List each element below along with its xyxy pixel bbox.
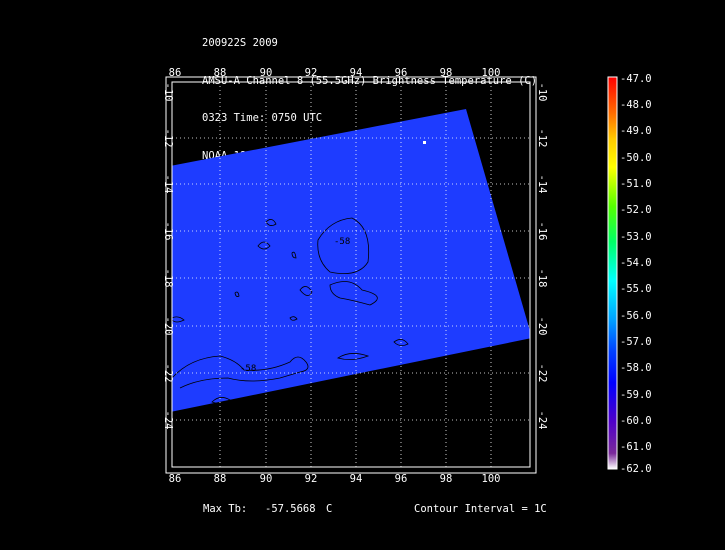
colorbar-label: -58.0 bbox=[620, 362, 652, 374]
swath-layer: -58 -58 bbox=[172, 109, 530, 412]
lon-tick-label: 88 bbox=[214, 67, 227, 79]
lon-tick-label: 98 bbox=[440, 473, 453, 485]
contour-line bbox=[257, 241, 271, 250]
lat-tick-label: -12 bbox=[162, 129, 174, 148]
max-tb-marker bbox=[423, 141, 426, 144]
map-gridlines bbox=[172, 82, 530, 467]
lon-tick-label: 86 bbox=[169, 473, 182, 485]
map-outer-frame bbox=[165, 76, 537, 474]
contour-line bbox=[289, 316, 298, 321]
lon-ticks-bottom: 86 88 90 92 94 96 98 100 bbox=[169, 473, 501, 485]
colorbar-label: -60.0 bbox=[620, 415, 652, 427]
colorbar-label: -61.0 bbox=[620, 441, 652, 453]
colorbar-label: -55.0 bbox=[620, 283, 652, 295]
contour-line bbox=[172, 355, 309, 389]
lat-tick-label: -20 bbox=[162, 317, 174, 336]
lat-tick-label: -16 bbox=[536, 222, 548, 241]
contour-line bbox=[317, 217, 370, 275]
lon-tick-label: 90 bbox=[260, 67, 273, 79]
max-tb-unit: C bbox=[326, 503, 333, 515]
contour-line bbox=[337, 353, 370, 360]
lon-tick-label: 94 bbox=[350, 473, 363, 485]
map-inner-frame bbox=[171, 81, 531, 468]
colorbar bbox=[607, 76, 618, 470]
header-line-3: 0323 Time: 0750 UTC bbox=[202, 112, 323, 124]
contour-label: -58 bbox=[334, 237, 350, 247]
lon-tick-label: 88 bbox=[214, 473, 227, 485]
colorbar-label: -56.0 bbox=[620, 310, 652, 322]
lat-tick-label: -24 bbox=[536, 411, 548, 430]
max-tb-label: Max Tb: bbox=[203, 503, 248, 515]
contour-line bbox=[329, 281, 378, 306]
contour-line bbox=[291, 251, 297, 259]
lon-tick-label: 100 bbox=[482, 67, 501, 79]
contour-line bbox=[393, 339, 409, 346]
colorbar-label: -48.0 bbox=[620, 99, 652, 111]
contour-line bbox=[299, 286, 313, 296]
lon-tick-label: 96 bbox=[395, 473, 408, 485]
contour-line bbox=[265, 219, 277, 226]
contour-line bbox=[234, 291, 240, 297]
lat-tick-label: -10 bbox=[162, 83, 174, 102]
colorbar-label: -52.0 bbox=[620, 204, 652, 216]
lat-tick-label: -18 bbox=[536, 269, 548, 288]
lat-tick-label: -22 bbox=[536, 364, 548, 383]
lat-ticks-right: -10 -12 -14 -16 -18 -20 -22 -24 bbox=[536, 83, 548, 430]
lat-ticks-left: -10 -12 -14 -16 -18 -20 -22 -24 bbox=[162, 83, 174, 430]
lat-tick-label: -14 bbox=[536, 175, 548, 194]
lat-tick-label: -14 bbox=[162, 175, 174, 194]
colorbar-label: -47.0 bbox=[620, 73, 652, 85]
lat-tick-label: -22 bbox=[162, 364, 174, 383]
lon-ticks-top: 86 88 90 92 94 96 98 100 bbox=[169, 67, 501, 79]
colorbar-label: -54.0 bbox=[620, 257, 652, 269]
lon-tick-label: 90 bbox=[260, 473, 273, 485]
lat-tick-label: -10 bbox=[536, 83, 548, 102]
contour-interval: Contour Interval = 1C bbox=[414, 503, 547, 515]
lon-tick-label: 92 bbox=[305, 473, 318, 485]
colorbar-label: -50.0 bbox=[620, 152, 652, 164]
lat-tick-label: -12 bbox=[536, 129, 548, 148]
lon-tick-label: 96 bbox=[395, 67, 408, 79]
header-line-1: 200922S 2009 bbox=[202, 37, 278, 49]
contour-line bbox=[211, 397, 231, 404]
contour-label: -58 bbox=[240, 364, 256, 374]
colorbar-labels: -47.0 -48.0 -49.0 -50.0 -51.0 -52.0 -53.… bbox=[620, 73, 652, 475]
colorbar-label: -62.0 bbox=[620, 463, 652, 475]
colorbar-label: -49.0 bbox=[620, 125, 652, 137]
lon-tick-label: 98 bbox=[440, 67, 453, 79]
colorbar-label: -53.0 bbox=[620, 231, 652, 243]
lon-tick-label: 86 bbox=[169, 67, 182, 79]
lat-tick-label: -24 bbox=[162, 411, 174, 430]
lon-tick-label: 92 bbox=[305, 67, 318, 79]
contour-line bbox=[172, 316, 185, 323]
lat-tick-label: -18 bbox=[162, 269, 174, 288]
lon-tick-label: 100 bbox=[482, 473, 501, 485]
lat-tick-label: -20 bbox=[536, 317, 548, 336]
colorbar-label: -57.0 bbox=[620, 336, 652, 348]
colorbar-label: -51.0 bbox=[620, 178, 652, 190]
lon-tick-label: 94 bbox=[350, 67, 363, 79]
colorbar-label: -59.0 bbox=[620, 389, 652, 401]
lat-tick-label: -16 bbox=[162, 222, 174, 241]
max-tb-value: -57.5668 bbox=[265, 503, 316, 515]
contour-lines bbox=[172, 217, 409, 404]
brightness-swath bbox=[172, 109, 530, 412]
